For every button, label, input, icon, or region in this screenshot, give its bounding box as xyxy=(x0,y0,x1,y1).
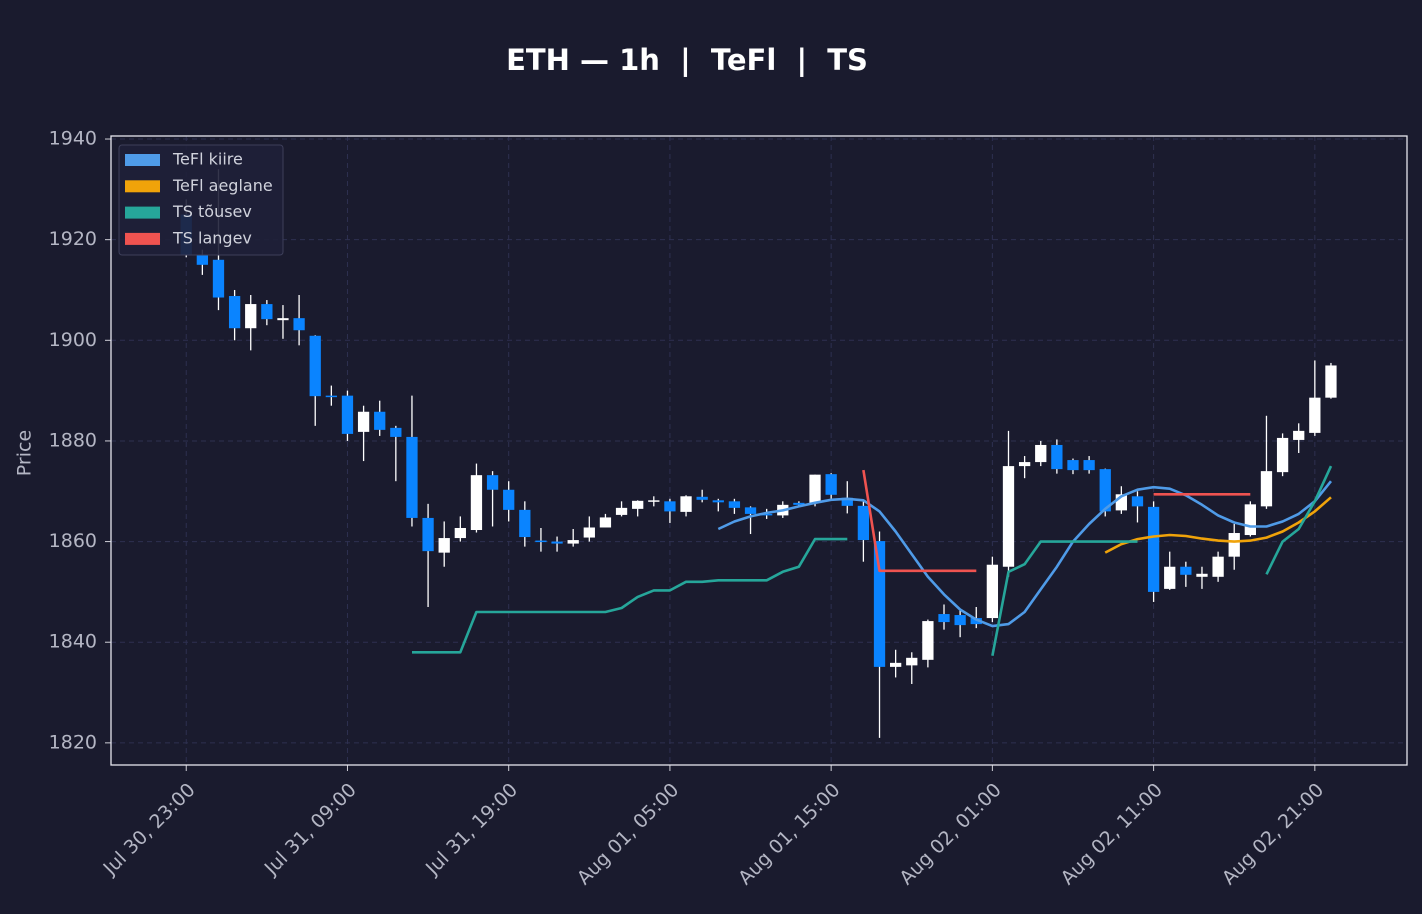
candle-body xyxy=(664,501,676,512)
legend-label: TS langev xyxy=(172,228,252,247)
candle-body xyxy=(1051,444,1063,470)
candle-body xyxy=(1083,460,1095,471)
candle-body xyxy=(406,436,418,518)
candle-body xyxy=(212,259,225,298)
candle-body xyxy=(374,411,386,430)
candle-body xyxy=(583,527,595,538)
candle-body xyxy=(954,615,966,626)
candle-body xyxy=(1131,496,1144,507)
candle-body xyxy=(696,496,708,500)
indicator-line xyxy=(862,469,1251,573)
legend-label: TeFl kiire xyxy=(172,150,243,169)
candle-body xyxy=(648,500,660,502)
candle-body xyxy=(196,254,209,265)
candle-body xyxy=(873,541,886,667)
candle-body xyxy=(1309,397,1321,433)
y-tick-label: 1940 xyxy=(49,128,97,150)
legend: TeFl kiire TeFl aeglane TS tõusev TS langev xyxy=(118,144,284,256)
candle-body xyxy=(277,318,289,321)
candle-body xyxy=(728,501,741,508)
candle-body xyxy=(632,500,644,509)
candle-body xyxy=(309,335,321,397)
indicator-line xyxy=(412,465,1333,657)
plot-frame xyxy=(110,135,1408,766)
candle-body xyxy=(438,538,450,553)
candle-body xyxy=(1228,533,1240,557)
candle-body xyxy=(1293,430,1305,440)
y-tick-label: 1840 xyxy=(49,631,97,653)
candle-body xyxy=(293,318,305,331)
candle-body xyxy=(1325,365,1337,398)
candle-body xyxy=(486,475,499,490)
candle-body xyxy=(857,505,870,541)
candle-body xyxy=(470,475,483,531)
candle-body xyxy=(454,527,466,539)
legend-box xyxy=(118,144,284,256)
indicator-line xyxy=(717,480,1333,628)
y-tick-label: 1920 xyxy=(49,228,97,250)
candle-body xyxy=(744,507,757,514)
candle-body xyxy=(1260,471,1273,507)
y-axis-label: Price xyxy=(14,430,36,476)
candle-body xyxy=(615,507,628,515)
candle-body xyxy=(503,489,515,510)
y-tick-label: 1900 xyxy=(49,329,97,351)
candle-body xyxy=(1099,469,1111,512)
candle-body xyxy=(245,304,257,329)
candle-body xyxy=(680,496,692,512)
candle-body xyxy=(1164,566,1176,589)
candle-body xyxy=(1196,573,1208,577)
legend-swatch xyxy=(125,154,160,166)
candle-body xyxy=(551,541,563,544)
legend-label: TS tõusev xyxy=(172,202,252,221)
candle-body xyxy=(341,395,354,434)
candle-body xyxy=(938,614,950,623)
candle-body xyxy=(1180,566,1192,575)
chart-title: ETH — 1h | TeFl | TS xyxy=(506,43,868,77)
legend-swatch xyxy=(125,206,160,219)
indicator-line xyxy=(1104,496,1332,554)
candle-body xyxy=(228,296,241,329)
candle-body xyxy=(825,474,837,495)
candle-body xyxy=(712,500,724,503)
candle-body xyxy=(535,540,547,543)
candle-body xyxy=(906,657,918,666)
candle-body xyxy=(986,564,999,619)
candle-body xyxy=(390,427,402,437)
candle-body xyxy=(970,618,982,625)
legend-label: TeFl aeglane xyxy=(172,176,273,195)
candle-body xyxy=(1035,444,1047,463)
candle-body xyxy=(325,395,337,398)
candle-body xyxy=(261,304,273,320)
candle-body xyxy=(519,509,531,538)
candle-body xyxy=(1067,460,1079,471)
candle-body xyxy=(599,517,612,528)
candle-body xyxy=(922,621,934,660)
candle-body xyxy=(841,497,853,506)
candle-body xyxy=(1115,494,1128,511)
y-tick-label: 1880 xyxy=(49,429,97,451)
candle-body xyxy=(793,502,805,505)
y-tick-label: 1860 xyxy=(49,530,97,552)
legend-swatch xyxy=(125,180,160,193)
legend-swatch xyxy=(125,232,160,245)
candle-body xyxy=(889,662,902,667)
candle-body xyxy=(1276,437,1289,473)
candle-body xyxy=(809,474,821,503)
candle-body xyxy=(1018,462,1031,467)
candle-body xyxy=(761,513,773,516)
candle-body xyxy=(1244,504,1256,536)
candle-body xyxy=(1212,556,1224,577)
candle-body xyxy=(567,540,579,544)
candle-body xyxy=(1002,466,1015,567)
candle-body xyxy=(422,517,434,552)
candle-body xyxy=(1147,506,1160,592)
y-tick-label: 1820 xyxy=(49,731,97,753)
candle-body xyxy=(357,411,370,432)
